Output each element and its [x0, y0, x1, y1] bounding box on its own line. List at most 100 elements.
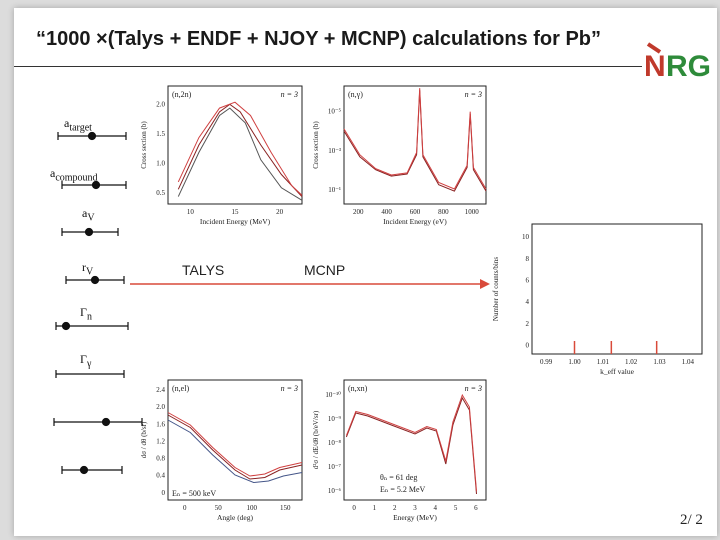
series-line — [345, 396, 477, 495]
series-line — [177, 107, 303, 201]
x-tick-label: 3 — [413, 504, 417, 512]
y-tick-label: 1.2 — [156, 437, 165, 445]
x-tick-label: 6 — [474, 504, 478, 512]
param-a-compound: acompound — [50, 166, 98, 184]
page-number: 2/ 2 — [680, 512, 703, 528]
y-tick-label: 10⁻⁷ — [328, 463, 342, 471]
series-line — [343, 88, 487, 190]
reaction-label: (n,xn) — [348, 384, 368, 393]
series-line — [167, 414, 303, 480]
series-line — [167, 419, 303, 484]
x-axis-label: k_eff value — [600, 367, 634, 376]
series-line — [343, 90, 487, 192]
x-tick-label: 200 — [353, 208, 364, 216]
y-tick-label: 2.0 — [156, 403, 165, 411]
reaction-label: (n,2n) — [172, 90, 192, 99]
x-tick-label: 0.99 — [540, 358, 553, 366]
y-tick-label: 6 — [526, 277, 530, 285]
y-tick-label: 10⁻⁵ — [328, 108, 342, 116]
x-tick-label: 0 — [183, 504, 187, 512]
mcnp-label: MCNP — [304, 262, 346, 278]
x-tick-label: 5 — [454, 504, 458, 512]
plot-frame — [167, 85, 303, 205]
talys-label: TALYS — [182, 262, 225, 278]
plot-nel: 0 50 100 150 0 0.4 0.8 1.2 1.6 2.0 2.4 Angle (deg) d… — [138, 370, 308, 526]
series-line — [167, 412, 303, 477]
x-tick-label: 100 — [247, 504, 258, 512]
y-tick-label: 8 — [526, 255, 530, 263]
plot-frame — [167, 379, 303, 501]
x-axis-label: Energy (MeV) — [393, 513, 437, 522]
x-axis-label: Incident Energy (eV) — [383, 217, 447, 226]
x-tick-label: 15 — [232, 208, 240, 216]
x-tick-label: 1.03 — [653, 358, 666, 366]
y-tick-label: 2 — [526, 320, 530, 328]
x-tick-label: 1.02 — [625, 358, 638, 366]
n-label: n = 3 — [465, 90, 482, 99]
parameter-errorbars — [53, 131, 143, 475]
title-rule — [14, 66, 642, 67]
x-tick-label: 600 — [410, 208, 421, 216]
x-tick-label: 400 — [381, 208, 392, 216]
plot-keff-histogram: 0.99 1.00 1.01 1.02 1.03 1.04 0 2 4 6 8 10 k_eff val… — [490, 208, 710, 378]
slide: “1000 ×(Talys + ENDF + NJOY + MCNP) calc… — [14, 8, 717, 536]
y-tick-label: 0 — [162, 489, 166, 497]
param-gamma-g: Γγ — [80, 352, 92, 370]
plot-frame — [343, 85, 487, 205]
y-axis-label: Cross section (b) — [312, 121, 320, 169]
x-tick-label: 20 — [276, 208, 284, 216]
y-tick-label: 10⁻⁹ — [328, 415, 342, 423]
series-line — [177, 101, 303, 196]
x-tick-label: 0 — [352, 504, 356, 512]
y-axis-label: d²σ / dE/dθ (b/eV/sr) — [312, 410, 320, 469]
param-a-target: atarget — [64, 116, 92, 134]
logo-n: N — [644, 50, 666, 83]
y-tick-label: 10⁻¹⁰ — [325, 391, 341, 399]
x-tick-label: 1.00 — [568, 358, 581, 366]
x-tick-label: 10 — [187, 208, 195, 216]
y-tick-label: 10⁻¹ — [328, 186, 341, 194]
param-gamma-n: Γn — [80, 305, 92, 323]
x-tick-label: 1.04 — [682, 358, 695, 366]
y-tick-label: 0.8 — [156, 455, 165, 463]
logo-accent — [646, 42, 662, 54]
param-rv: rV — [82, 260, 94, 278]
y-tick-label: 10⁻⁸ — [328, 439, 342, 447]
plot-ngamma: 200 400 600 800 1000 10⁻¹ 10⁻³ 10⁻⁵ Incident Ene… — [310, 76, 490, 226]
nrg-logo: N RG — [644, 42, 711, 83]
y-tick-label: 4 — [526, 298, 530, 306]
y-tick-label: 2.4 — [156, 386, 165, 394]
x-axis-label: Angle (deg) — [217, 513, 254, 522]
energy-annotation: Eₙ = 500 keV — [172, 489, 216, 498]
y-tick-label: 1.6 — [156, 420, 165, 428]
x-tick-label: 800 — [438, 208, 449, 216]
x-tick-label: 1.01 — [597, 358, 610, 366]
angle-annotation: θₙ = 61 deg — [380, 473, 417, 482]
plot-n2n: 10 15 20 0.5 1.0 1.5 2.0 Incident Energy (MeV) C… — [138, 76, 308, 226]
plot-frame — [343, 379, 487, 501]
x-axis-label: Incident Energy (MeV) — [200, 217, 271, 226]
series-line — [345, 393, 477, 492]
y-axis-label: Cross section (b) — [140, 121, 148, 169]
param-av: aV — [82, 206, 95, 224]
plot-nxn: 0 1 2 3 4 5 6 10⁻⁶ 10⁻⁷ 10⁻⁸ 10⁻⁹ 10⁻¹⁰ Energy (MeV)… — [310, 370, 490, 526]
y-tick-label: 10⁻⁶ — [328, 487, 342, 495]
plot-frame — [531, 223, 703, 355]
y-tick-label: 0 — [526, 342, 530, 350]
y-tick-label: 1.5 — [156, 130, 165, 138]
y-tick-label: 10 — [522, 233, 530, 241]
logo-rg: RG — [666, 50, 711, 83]
n-label: n = 3 — [281, 90, 298, 99]
x-tick-label: 2 — [393, 504, 397, 512]
x-tick-label: 1000 — [465, 208, 480, 216]
flow-arrow — [130, 279, 490, 289]
y-tick-label: 2.0 — [156, 101, 165, 109]
x-tick-label: 4 — [434, 504, 438, 512]
n-label: n = 3 — [465, 384, 482, 393]
n-label: n = 3 — [281, 384, 298, 393]
y-tick-label: 10⁻³ — [328, 147, 341, 155]
reaction-label: (n,γ) — [348, 90, 363, 99]
x-tick-label: 150 — [280, 504, 291, 512]
y-tick-label: 0.5 — [156, 189, 165, 197]
y-tick-label: 1.0 — [156, 160, 165, 168]
